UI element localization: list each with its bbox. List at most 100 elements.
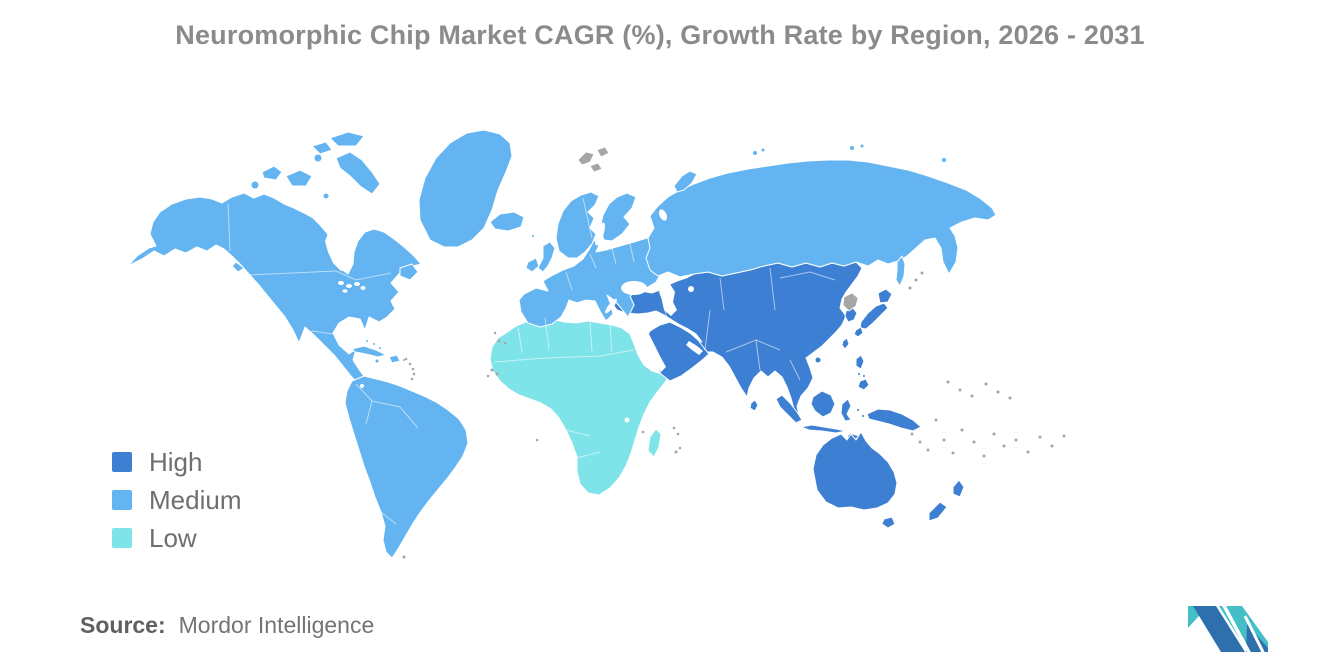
region-sumatra [775,394,803,424]
region-borneo [810,390,836,418]
region-hispaniola [388,354,401,364]
legend-item-medium: Medium [112,485,242,515]
region-svalbard3 [589,162,603,173]
region-ellesmere-island [329,131,365,147]
arctic-island-dot2 [313,153,323,163]
region-faroe [531,234,535,238]
lake-victoria [624,417,630,423]
region-java [800,424,847,434]
region-south-korea [844,307,858,323]
region-madagascar [647,428,662,458]
great-lake4 [360,286,366,290]
region-scandinavia [555,191,600,259]
legend-swatch-low [112,528,132,548]
baltic-sea [595,222,605,246]
region-philippines-luzon [855,354,865,370]
region-philippines-visayas2 [862,374,866,378]
region-new-zealand-north [952,479,965,498]
island-dots-atlantic [402,331,539,559]
region-moluccas [856,408,860,412]
region-baffin-island [335,151,381,195]
great-lake5 [342,289,348,293]
region-sulawesi [840,398,852,422]
logo-white-slash2 [1243,615,1266,654]
legend-item-high: High [112,447,241,477]
water-overlays [325,209,703,423]
region-iceland [489,211,525,232]
legend: High Medium Low [112,447,242,564]
source-value: Mordor Intelligence [178,612,375,638]
legend-swatch-medium [112,490,132,510]
chart-title: Neuromorphic Chip Market CAGR (%), Growt… [175,20,1145,50]
region-bahamas3 [378,346,382,350]
regions-low [489,316,671,496]
regions-medium [127,129,997,559]
arctic-russia-dot [752,150,758,156]
island-dots-kurils [908,271,924,290]
country-borders [227,197,836,525]
arctic-island-dot [250,180,260,190]
region-russia [645,159,997,278]
region-tasmania [881,516,896,529]
region-bahamas2 [372,342,376,346]
legend-item-low: Low [112,523,241,553]
region-new-guinea [866,408,922,432]
region-devon-island [311,141,333,155]
persian-gulf [686,341,703,355]
region-sakhalin [895,255,906,287]
region-ireland [525,257,540,273]
arctic-russia-dot2 [760,147,766,153]
region-taiwan [841,337,850,350]
arctic-russia-dot3 [849,145,855,151]
region-jamaica [374,358,380,364]
region-vancouver-island [231,261,245,273]
region-victoria-island [285,169,313,187]
lake-maracaibo [360,384,364,388]
region-wrangel [941,157,947,163]
region-australia [812,431,898,511]
region-japan-hokkaido [877,288,893,304]
legend-swatch-high [112,452,132,472]
red-sea [640,332,666,372]
region-svalbard [577,151,595,166]
regions-no-data [402,146,1066,559]
logo-blue-diagonal [1193,606,1245,652]
great-lake3 [354,282,360,286]
source-label: Source: [80,612,166,638]
region-novaya-zemlya [673,170,698,193]
region-philippines-mindanao [857,378,870,391]
region-great-britain [537,241,556,273]
region-philippines-visayas [857,372,861,376]
island-dots-pacific [910,380,1066,458]
adriatic-sea [605,298,617,314]
region-north-korea [842,292,859,312]
island-dots-caribbean [404,357,416,381]
region-japan-honshu [859,302,889,330]
hudson-bay [325,231,348,271]
region-newfoundland [399,263,419,281]
great-lake2 [346,284,352,288]
aral-sea [688,286,694,292]
legend-label-low: Low [149,523,197,553]
arctic-russia-dot4 [859,143,865,149]
region-new-zealand-south [928,501,948,522]
region-finland [599,192,637,242]
legend-label-medium: Medium [149,485,242,515]
legend-label-high: High [149,447,203,477]
great-lake [338,281,344,285]
region-banks-island [261,165,283,181]
region-cuba [351,345,387,358]
region-hainan [814,356,822,364]
region-svalbard2 [596,146,610,158]
region-south-america [344,375,469,559]
island-dots-indian-ocean [641,426,682,454]
region-north-america [127,192,422,398]
source-line: Source: Mordor Intelligence [80,612,374,639]
arctic-island-dot3 [322,192,330,200]
region-africa [489,316,671,496]
region-bahamas [365,339,369,343]
mordor-intelligence-logo [1188,601,1268,654]
logo-white-slash [1220,601,1252,654]
